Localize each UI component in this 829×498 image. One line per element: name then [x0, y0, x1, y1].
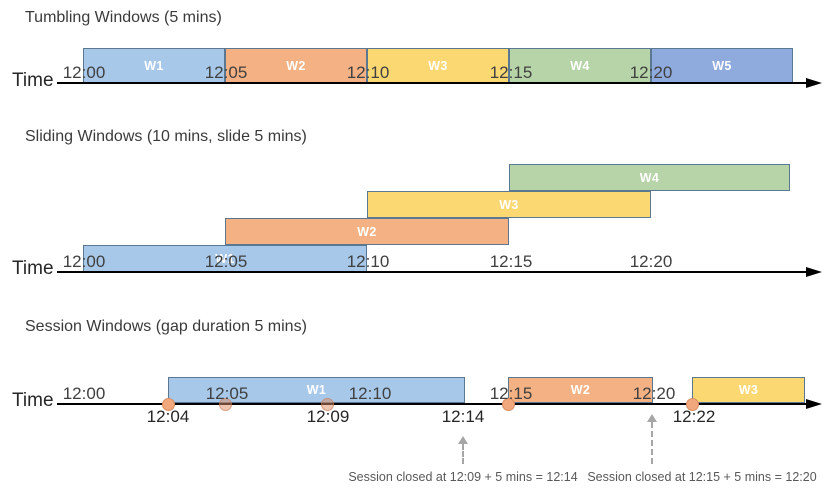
- window-label: W4: [639, 170, 660, 185]
- axis-arrow-icon-session: [806, 399, 822, 409]
- event-time-label: 12:09: [306, 407, 350, 426]
- tick-label: 12:15: [489, 63, 533, 82]
- event-time-label: 12:14: [441, 407, 485, 426]
- window-label: W2: [357, 224, 377, 239]
- window-label: W3: [428, 59, 448, 73]
- window-tumbling-w3: W3: [367, 48, 509, 84]
- tick-label: 12:00: [62, 384, 106, 403]
- tick-label: 12:15: [489, 252, 533, 271]
- window-sliding-w1: W1: [83, 245, 367, 272]
- tick-label: 12:00: [62, 63, 106, 82]
- window-sliding-w3: W3: [367, 191, 651, 218]
- window-session-w2: W2: [508, 377, 653, 403]
- window-label: W4: [570, 59, 590, 73]
- event-dot: [685, 397, 699, 411]
- axis-arrow-icon-sliding: [806, 267, 822, 277]
- tick-label: 12:05: [205, 384, 249, 403]
- window-label: W3: [499, 197, 519, 212]
- window-label: W1: [306, 383, 327, 397]
- annotation-arrow-up-icon: [458, 436, 468, 444]
- axis-caption-tumbling: Time: [12, 70, 54, 91]
- event-time-label: 12:22: [672, 407, 716, 426]
- axis-caption-session: Time: [12, 390, 54, 411]
- event-time-label: 12:04: [146, 407, 190, 426]
- annotation-arrow-up-icon: [647, 414, 657, 422]
- timeline-title-session: Session Windows (gap duration 5 mins): [25, 318, 307, 335]
- axis-caption-sliding: Time: [12, 258, 54, 279]
- window-label: W2: [570, 383, 591, 397]
- window-label: W2: [286, 59, 306, 73]
- event-dot: [501, 397, 515, 411]
- axis-line-sliding: [57, 271, 806, 273]
- tick-label: 12:05: [204, 252, 248, 271]
- timeline-title-sliding: Sliding Windows (10 mins, slide 5 mins): [25, 128, 307, 145]
- window-sliding-w4: W4: [509, 164, 790, 191]
- tick-label: 12:15: [489, 384, 533, 403]
- annotation-text: Session closed at 12:15 + 5 mins = 12:20: [587, 470, 817, 484]
- window-session-w1: W1: [168, 377, 465, 403]
- window-label: W1: [215, 251, 235, 266]
- annotation-dashed-line: [651, 422, 653, 464]
- event-dot: [161, 397, 175, 411]
- tick-label: 12:20: [629, 252, 673, 271]
- window-label: W5: [712, 59, 732, 73]
- window-label: W1: [144, 59, 164, 73]
- axis-line-tumbling: [57, 82, 806, 84]
- event-dot: [218, 397, 232, 411]
- axis-line-session: [57, 403, 806, 405]
- window-tumbling-w5: W5: [651, 48, 793, 84]
- event-dot: [320, 397, 334, 411]
- axis-arrow-icon-tumbling: [806, 78, 822, 88]
- window-label: W3: [738, 383, 759, 397]
- tick-label: 12:00: [62, 252, 106, 271]
- timeline-title-tumbling: Tumbling Windows (5 mins): [25, 9, 222, 26]
- tick-label: 12:10: [348, 384, 392, 403]
- tick-label: 12:10: [346, 252, 390, 271]
- tick-label: 12:05: [204, 63, 248, 82]
- window-session-w3: W3: [692, 377, 805, 403]
- window-tumbling-w1: W1: [83, 48, 225, 84]
- annotation-dashed-line: [462, 444, 464, 464]
- tick-label: 12:20: [632, 384, 676, 403]
- tick-label: 12:10: [346, 63, 390, 82]
- window-sliding-w2: W2: [225, 218, 509, 245]
- annotation-text: Session closed at 12:09 + 5 mins = 12:14: [348, 470, 578, 484]
- tick-label: 12:20: [629, 63, 673, 82]
